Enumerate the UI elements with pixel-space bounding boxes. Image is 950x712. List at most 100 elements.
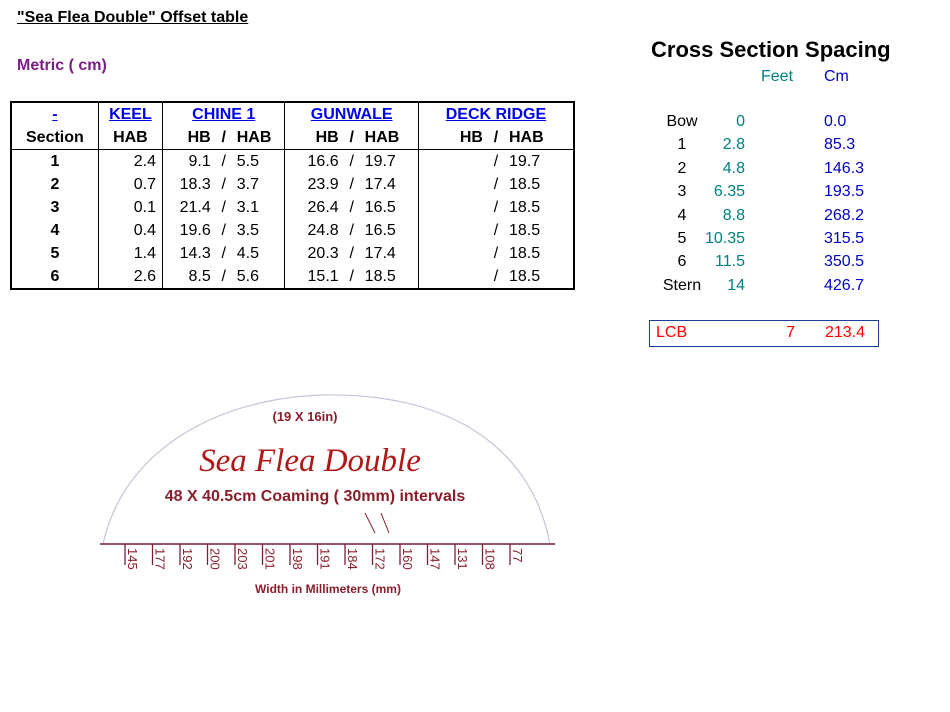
deck-ridge-hb (441, 245, 483, 263)
station-cm: 315.5 (824, 230, 865, 247)
spacing-row: 6 11.5 350.5 (650, 253, 890, 277)
sub-header-row: Section HAB HB / HAB HB / HAB HB / HAB (11, 126, 574, 150)
deck-ridge-cell: / 18.5 (417, 219, 574, 242)
lcb-feet: 7 (786, 324, 795, 341)
keel-hab: 1.4 (97, 242, 163, 265)
deck-ridge-hab: 18.5 (508, 221, 541, 239)
chine-cell: 9.1 / 5.5 (162, 149, 285, 173)
station-label: 6 (677, 253, 687, 271)
chine-cell: 8.5 / 5.6 (162, 265, 285, 289)
station-cm: 350.5 (824, 253, 865, 271)
cm-header: Cm (824, 68, 849, 85)
scale-tick-label: 160 (400, 548, 415, 570)
deck-ridge-cell: / 18.5 (417, 242, 574, 265)
scale-label: Width in Millimeters (mm) (255, 582, 401, 596)
chine-hab: 3.5 (236, 221, 259, 239)
station-cm: 146.3 (824, 159, 865, 177)
scale-tick-label: 203 (235, 548, 250, 570)
deck-ridge-cell: / 18.5 (417, 196, 574, 219)
table-row: 2 0.7 18.3 / 3.7 23.9 / 17.4 / 18.5 (11, 173, 574, 196)
size-note: (19 X 16in) (272, 409, 337, 424)
gunwale-hb: 23.9 (307, 175, 339, 193)
scale-tick-label: 147 (428, 548, 443, 570)
section-group-header: - (52, 105, 58, 123)
separator: / (349, 244, 354, 262)
gunwale-hb: 24.8 (307, 221, 339, 239)
station-label: 2 (677, 159, 687, 177)
keel-hab: 0.7 (97, 173, 163, 196)
hb-label: HB (187, 128, 211, 146)
deck-ridge-hb (441, 268, 483, 286)
station-label: 5 (677, 230, 687, 247)
station-cm: 85.3 (824, 136, 856, 154)
gunwale-cell: 26.4 / 16.5 (284, 196, 419, 219)
coaming-template-figure: (19 X 16in) Sea Flea Double 48 X 40.5cm … (100, 394, 555, 596)
section-number: 2 (50, 175, 60, 193)
chine-hb: 14.3 (179, 244, 211, 262)
chine-subheader: HB / HAB (162, 126, 285, 150)
separator: / (349, 152, 354, 170)
separator: / (221, 198, 226, 216)
keel-hab: 2.4 (97, 149, 163, 173)
separator: / (493, 128, 499, 146)
table-row: 1 2.4 9.1 / 5.5 16.6 / 19.7 / 19.7 (11, 149, 574, 173)
separator: / (221, 244, 226, 262)
chine-hab: 5.6 (236, 267, 259, 285)
chine-hb: 19.6 (179, 221, 211, 239)
separator: / (493, 221, 499, 239)
separator: / (493, 152, 499, 170)
chine-hb: 9.1 (188, 152, 211, 170)
gunwale-hb: 26.4 (307, 198, 339, 216)
spacing-row: 5 10.35 315.5 (650, 230, 890, 254)
station-label: Bow (666, 113, 698, 130)
spacing-row: 4 8.8 268.2 (650, 207, 890, 231)
chine-hab: 4.5 (236, 244, 259, 262)
deck-ridge-cell: / 18.5 (417, 265, 574, 289)
section-header: Section (11, 126, 99, 150)
gunwale-hb: 20.3 (307, 244, 339, 262)
separator: / (349, 175, 354, 193)
hab-label: HAB (236, 128, 272, 146)
separator: / (221, 152, 226, 170)
section-number: 1 (50, 152, 60, 170)
deck-ridge-cell: / 19.7 (417, 149, 574, 173)
hb-label: HB (459, 128, 483, 146)
gunwale-hb: 16.6 (307, 152, 339, 170)
separator: / (221, 221, 226, 239)
scale-tick-label: 108 (483, 548, 498, 570)
separator: / (493, 175, 499, 193)
hab-label: HAB (508, 128, 544, 146)
separator: / (349, 198, 354, 216)
scale-tick-label: 198 (290, 548, 305, 570)
station-label: 3 (677, 183, 687, 201)
units-label: Metric ( cm) (17, 57, 107, 74)
chine-cell: 18.3 / 3.7 (162, 173, 285, 196)
scale-tick-label: 201 (263, 548, 278, 570)
scale-tick-label: 172 (373, 548, 388, 570)
section-number: 5 (50, 244, 60, 262)
gunwale-subheader: HB / HAB (284, 126, 419, 150)
lcb-label: LCB (656, 324, 688, 341)
gunwale-hab: 19.7 (364, 152, 396, 170)
scale-tick-label: 177 (153, 548, 168, 570)
station-label: 1 (677, 136, 687, 154)
separator: / (221, 128, 226, 146)
separator: / (493, 198, 499, 216)
deck-ridge-hb (441, 222, 483, 240)
table-row: 4 0.4 19.6 / 3.5 24.8 / 16.5 / 18.5 (11, 219, 574, 242)
spacing-row: Stern 14 426.7 (650, 277, 890, 301)
chine-hab: 5.5 (236, 152, 259, 170)
station-cm: 426.7 (824, 276, 865, 294)
chine-cell: 19.6 / 3.5 (162, 219, 285, 242)
gunwale-hb: 15.1 (307, 267, 339, 285)
scale-tick-label: 131 (455, 548, 470, 570)
cross-section-spacing-title: Cross Section Spacing (651, 37, 891, 62)
gunwale-cell: 24.8 / 16.5 (284, 219, 419, 242)
station-feet: 14 (727, 276, 745, 294)
keel-hab: 0.1 (97, 196, 163, 219)
chine-hb: 21.4 (179, 198, 211, 216)
coaming-name: Sea Flea Double (199, 443, 421, 479)
document-title: "Sea Flea Double" Offset table (17, 9, 249, 26)
chine-header: CHINE 1 (162, 102, 285, 126)
feet-header: Feet (761, 68, 794, 85)
